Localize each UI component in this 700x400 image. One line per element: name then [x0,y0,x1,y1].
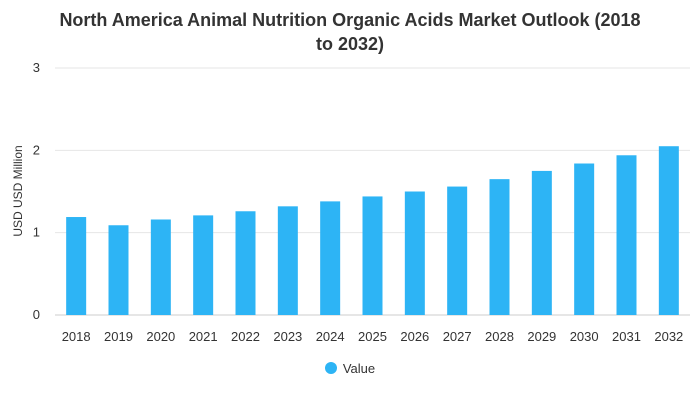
y-axis-label: USD USD Million [11,145,25,236]
legend: Value [0,361,700,376]
bar-2023[interactable] [277,206,298,315]
x-tick-label: 2024 [316,329,345,344]
x-tick-label: 2030 [570,329,599,344]
x-tick-label: 2026 [400,329,429,344]
bar-2030[interactable] [574,163,595,315]
legend-label: Value [342,361,376,376]
bar-2029[interactable] [531,170,552,315]
x-tick-label: 2029 [527,329,556,344]
x-tick-label: 2023 [273,329,302,344]
bar-2024[interactable] [320,201,341,315]
x-tick-label: 2032 [654,329,683,344]
bar-2027[interactable] [447,186,468,315]
x-tick-label: 2028 [485,329,514,344]
bar-2026[interactable] [404,191,425,316]
y-tick-label: 0 [33,307,40,322]
bar-2018[interactable] [66,217,87,315]
bars [66,146,679,315]
bar-2025[interactable] [362,196,383,315]
x-axis-ticks: 2018 2019 2020 2021 2022 2023 2024 2025 2026 2027… [62,329,684,344]
bar-2021[interactable] [193,215,214,315]
x-tick-label: 2019 [104,329,133,344]
chart-title-line-1: North America Animal Nutrition Organic A… [59,10,641,30]
bar-2020[interactable] [150,219,171,315]
x-tick-label: 2022 [231,329,260,344]
x-tick-label: 2025 [358,329,387,344]
x-tick-label: 2027 [443,329,472,344]
y-tick-label: 1 [33,225,40,240]
chart-title: North America Animal Nutrition Organic A… [0,8,700,56]
x-tick-label: 2031 [612,329,641,344]
bar-2028[interactable] [489,179,510,315]
x-tick-label: 2020 [146,329,175,344]
legend-marker [324,362,337,374]
bar-2032[interactable] [658,146,679,315]
y-tick-label: 3 [33,60,40,75]
chart-title-line-2: to 2032) [315,34,385,54]
y-tick-label: 2 [33,142,40,157]
bar-2022[interactable] [235,211,256,315]
y-axis-ticks: 0 1 2 3 [33,60,40,322]
x-tick-label: 2018 [62,329,91,344]
x-tick-label: 2021 [189,329,218,344]
bar-2019[interactable] [108,225,129,315]
bar-2031[interactable] [616,155,637,315]
